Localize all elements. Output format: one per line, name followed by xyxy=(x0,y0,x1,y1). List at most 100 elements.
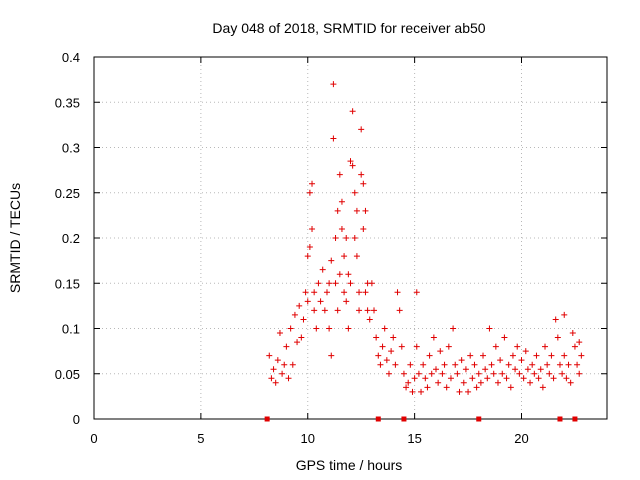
data-point xyxy=(356,289,363,296)
y-axis-label: SRMTID / TECUs xyxy=(7,183,23,293)
data-point xyxy=(469,375,476,382)
data-point xyxy=(360,180,367,187)
data-point xyxy=(287,325,294,332)
data-point xyxy=(347,280,354,287)
data-point xyxy=(392,361,399,368)
data-point xyxy=(323,289,330,296)
data-point xyxy=(426,352,433,359)
data-point xyxy=(313,325,320,332)
data-point xyxy=(317,298,324,305)
data-point xyxy=(289,361,296,368)
data-point xyxy=(473,384,480,391)
data-point xyxy=(285,375,292,382)
data-point xyxy=(559,370,566,377)
data-point xyxy=(454,370,461,377)
data-point xyxy=(343,235,350,241)
data-point xyxy=(565,361,572,368)
data-point xyxy=(349,108,356,115)
data-point xyxy=(505,361,512,368)
data-point xyxy=(375,352,382,359)
data-point xyxy=(394,289,401,296)
x-axis-label: GPS time / hours xyxy=(296,457,403,473)
data-point xyxy=(276,330,283,337)
data-point xyxy=(338,225,345,232)
data-point xyxy=(424,384,431,391)
data-point xyxy=(484,375,491,382)
data-point xyxy=(270,366,277,373)
baseline-marker xyxy=(476,416,482,422)
x-tick-label: 20 xyxy=(514,431,528,446)
data-point xyxy=(315,280,322,287)
data-point xyxy=(531,370,538,377)
data-point xyxy=(571,343,578,350)
data-point xyxy=(550,375,557,382)
x-tick-label: 0 xyxy=(90,431,97,446)
data-point xyxy=(546,370,553,377)
data-point xyxy=(309,180,316,187)
y-tick-label: 0 xyxy=(73,412,80,427)
data-point xyxy=(544,361,551,368)
data-point xyxy=(458,357,465,364)
data-point xyxy=(353,253,360,260)
data-point xyxy=(441,361,448,368)
data-point xyxy=(561,352,568,359)
data-point xyxy=(328,352,335,359)
baseline-marker xyxy=(401,416,407,422)
data-point xyxy=(501,334,508,341)
data-point xyxy=(418,388,425,395)
data-point xyxy=(443,384,450,391)
data-point xyxy=(334,207,341,214)
data-point xyxy=(328,257,335,264)
data-point xyxy=(428,370,435,377)
data-point xyxy=(381,325,388,332)
data-point xyxy=(563,375,570,382)
data-point xyxy=(576,370,583,377)
data-point xyxy=(537,366,544,373)
data-point xyxy=(294,339,301,346)
data-point xyxy=(302,289,309,296)
y-tick-label: 0.05 xyxy=(55,367,80,382)
data-point xyxy=(362,207,369,214)
data-point xyxy=(364,307,371,314)
y-tick-label: 0.2 xyxy=(62,231,80,246)
data-point xyxy=(390,334,397,341)
data-point xyxy=(437,348,444,355)
data-point xyxy=(388,348,395,355)
data-point xyxy=(503,375,510,382)
data-point xyxy=(492,343,499,350)
data-point xyxy=(420,361,427,368)
data-point xyxy=(576,339,583,346)
data-point xyxy=(338,198,345,205)
data-point xyxy=(279,370,286,377)
chart-title: Day 048 of 2018, SRMTID for receiver ab5… xyxy=(212,20,485,36)
data-point xyxy=(556,361,563,368)
data-point xyxy=(482,366,489,373)
data-point xyxy=(535,375,542,382)
data-point xyxy=(396,307,403,314)
data-point xyxy=(405,379,412,386)
data-point xyxy=(351,189,358,196)
data-point xyxy=(309,225,316,232)
y-tick-label: 0.25 xyxy=(55,186,80,201)
data-point xyxy=(379,343,386,350)
data-point xyxy=(465,388,472,395)
data-point xyxy=(358,171,365,178)
data-point xyxy=(306,189,313,196)
data-point xyxy=(578,352,585,359)
data-point xyxy=(332,280,339,287)
x-tick-label: 15 xyxy=(407,431,421,446)
data-point xyxy=(467,352,474,359)
data-point xyxy=(358,126,365,133)
data-point xyxy=(574,361,581,368)
data-point xyxy=(471,361,478,368)
data-point xyxy=(456,388,463,395)
data-point xyxy=(349,162,356,169)
data-point xyxy=(415,370,422,377)
data-point xyxy=(266,352,273,359)
data-point xyxy=(377,361,384,368)
data-point xyxy=(311,307,318,314)
data-point xyxy=(413,343,420,350)
data-point xyxy=(439,370,446,377)
data-point xyxy=(347,158,354,165)
